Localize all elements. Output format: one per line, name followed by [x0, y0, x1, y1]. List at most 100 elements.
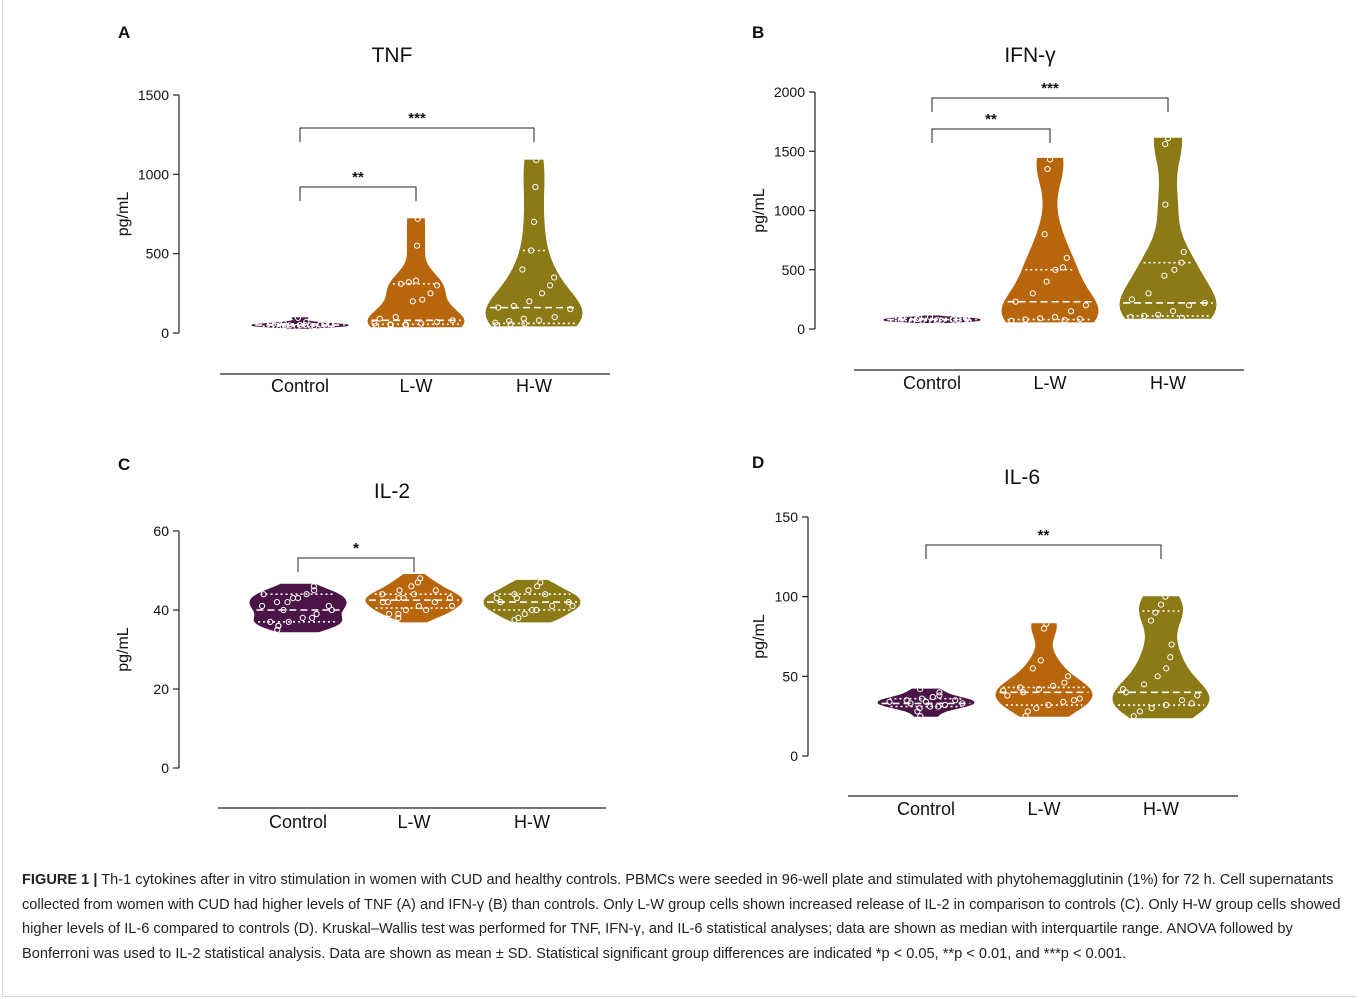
data-point	[379, 591, 386, 598]
data-point	[1036, 315, 1044, 322]
y-tick-label: 1500	[774, 143, 805, 159]
y-tick-label: 0	[161, 325, 169, 341]
significance-label: **	[1038, 527, 1050, 544]
data-point	[395, 614, 402, 622]
data-point	[549, 602, 556, 610]
x-tick-label: Control	[903, 373, 961, 393]
data-point	[922, 698, 930, 705]
data-point	[929, 693, 936, 701]
data-point	[492, 319, 499, 326]
panel-letter: C	[118, 455, 130, 474]
violin-l-w	[367, 218, 465, 328]
data-point	[1017, 684, 1024, 691]
data-point	[1141, 312, 1148, 320]
y-tick-label: 500	[782, 262, 806, 278]
data-point	[294, 595, 302, 602]
data-point	[1154, 673, 1161, 680]
data-point	[1180, 248, 1187, 256]
data-point	[1178, 314, 1186, 321]
significance-bracket	[299, 186, 417, 201]
violin-control	[249, 583, 347, 633]
chart-title: TNF	[372, 44, 413, 67]
chart-title: IL-6	[1004, 466, 1040, 489]
data-point	[446, 595, 454, 602]
chart-title: IL-2	[374, 480, 410, 503]
data-point	[903, 697, 910, 704]
data-point	[1041, 231, 1048, 238]
violin-l-w	[995, 623, 1093, 717]
data-point	[1155, 311, 1162, 318]
data-point	[1168, 641, 1175, 648]
data-point	[955, 316, 962, 323]
data-point	[417, 575, 424, 582]
data-point	[427, 290, 434, 297]
data-point	[897, 317, 904, 324]
x-tick-label: H-W	[1150, 373, 1186, 393]
significance-label: ***	[408, 110, 426, 127]
data-point	[1059, 264, 1067, 271]
data-point	[415, 602, 422, 610]
data-point	[405, 279, 412, 286]
data-point	[952, 697, 959, 704]
violin-l-w	[365, 574, 463, 623]
data-point	[495, 304, 502, 311]
data-point	[936, 689, 943, 696]
data-point	[326, 320, 334, 327]
data-point	[274, 626, 281, 633]
data-point	[1029, 665, 1036, 672]
data-point	[507, 321, 514, 328]
data-point	[402, 606, 409, 614]
data-point	[259, 602, 266, 610]
data-point	[1043, 620, 1050, 627]
data-point	[418, 320, 425, 327]
y-tick-label: 2000	[774, 84, 805, 100]
panel-letter: B	[752, 23, 764, 42]
violin-h-w	[1119, 137, 1217, 319]
data-point	[1188, 700, 1195, 707]
data-point	[1070, 697, 1078, 704]
data-point	[1045, 701, 1052, 709]
data-point	[1064, 673, 1072, 680]
data-point	[546, 282, 554, 289]
data-point	[1044, 165, 1051, 173]
data-point	[328, 606, 335, 614]
data-point	[1046, 156, 1054, 163]
data-point	[1020, 689, 1027, 696]
data-point	[1043, 278, 1050, 285]
data-point	[433, 318, 441, 325]
y-tick-label: 0	[790, 748, 798, 764]
data-point	[400, 595, 407, 602]
data-point	[914, 315, 921, 322]
data-point	[916, 705, 923, 712]
y-tick-label: 1500	[138, 87, 169, 103]
data-point	[1063, 254, 1070, 261]
data-point	[525, 587, 532, 594]
data-point	[282, 322, 289, 329]
x-tick-label: H-W	[1143, 799, 1179, 819]
data-point	[1035, 686, 1043, 693]
x-tick-label: H-W	[516, 376, 552, 396]
y-axis-label: pg/mL	[751, 614, 768, 659]
data-point	[414, 215, 421, 222]
y-tick-label: 500	[146, 246, 170, 262]
data-point	[321, 321, 328, 328]
data-point	[497, 599, 504, 606]
data-point	[515, 614, 522, 622]
data-point	[927, 703, 934, 710]
x-tick-label: L-W	[1034, 373, 1067, 393]
data-point	[1052, 314, 1059, 321]
data-point	[528, 606, 536, 614]
data-point	[1127, 314, 1134, 321]
data-point	[419, 296, 426, 303]
significance-label: **	[985, 111, 997, 128]
data-point	[309, 614, 316, 622]
data-point	[963, 315, 970, 322]
data-point	[409, 298, 416, 305]
data-point	[1037, 657, 1044, 664]
x-tick-label: H-W	[514, 812, 550, 832]
y-tick-label: 1000	[138, 166, 169, 182]
x-tick-label: L-W	[1028, 799, 1061, 819]
data-point	[1178, 259, 1185, 266]
